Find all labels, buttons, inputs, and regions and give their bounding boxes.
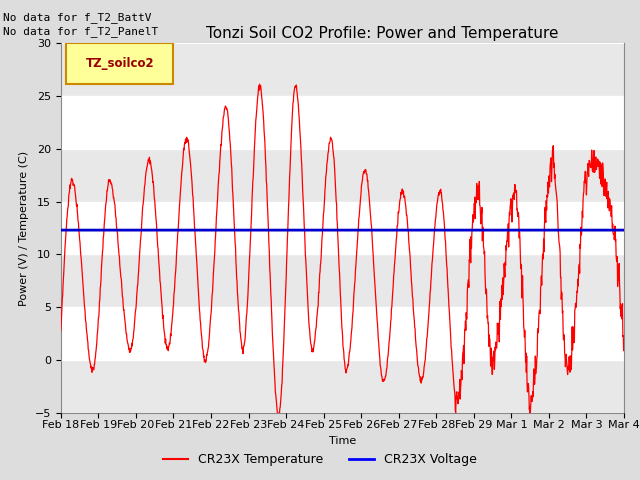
Bar xyxy=(61,43,624,96)
Text: TZ_soilco2: TZ_soilco2 xyxy=(86,57,154,70)
X-axis label: Time: Time xyxy=(329,436,356,446)
Bar xyxy=(61,360,624,413)
Title: Tonzi Soil CO2 Profile: Power and Temperature: Tonzi Soil CO2 Profile: Power and Temper… xyxy=(205,25,558,41)
Bar xyxy=(61,149,624,202)
Legend: CR23X Temperature, CR23X Voltage: CR23X Temperature, CR23X Voltage xyxy=(159,448,481,471)
Text: No data for f_T2_PanelT: No data for f_T2_PanelT xyxy=(3,26,159,37)
Bar xyxy=(61,254,624,307)
FancyBboxPatch shape xyxy=(67,43,173,84)
Y-axis label: Power (V) / Temperature (C): Power (V) / Temperature (C) xyxy=(19,150,29,306)
Text: No data for f_T2_BattV: No data for f_T2_BattV xyxy=(3,12,152,23)
